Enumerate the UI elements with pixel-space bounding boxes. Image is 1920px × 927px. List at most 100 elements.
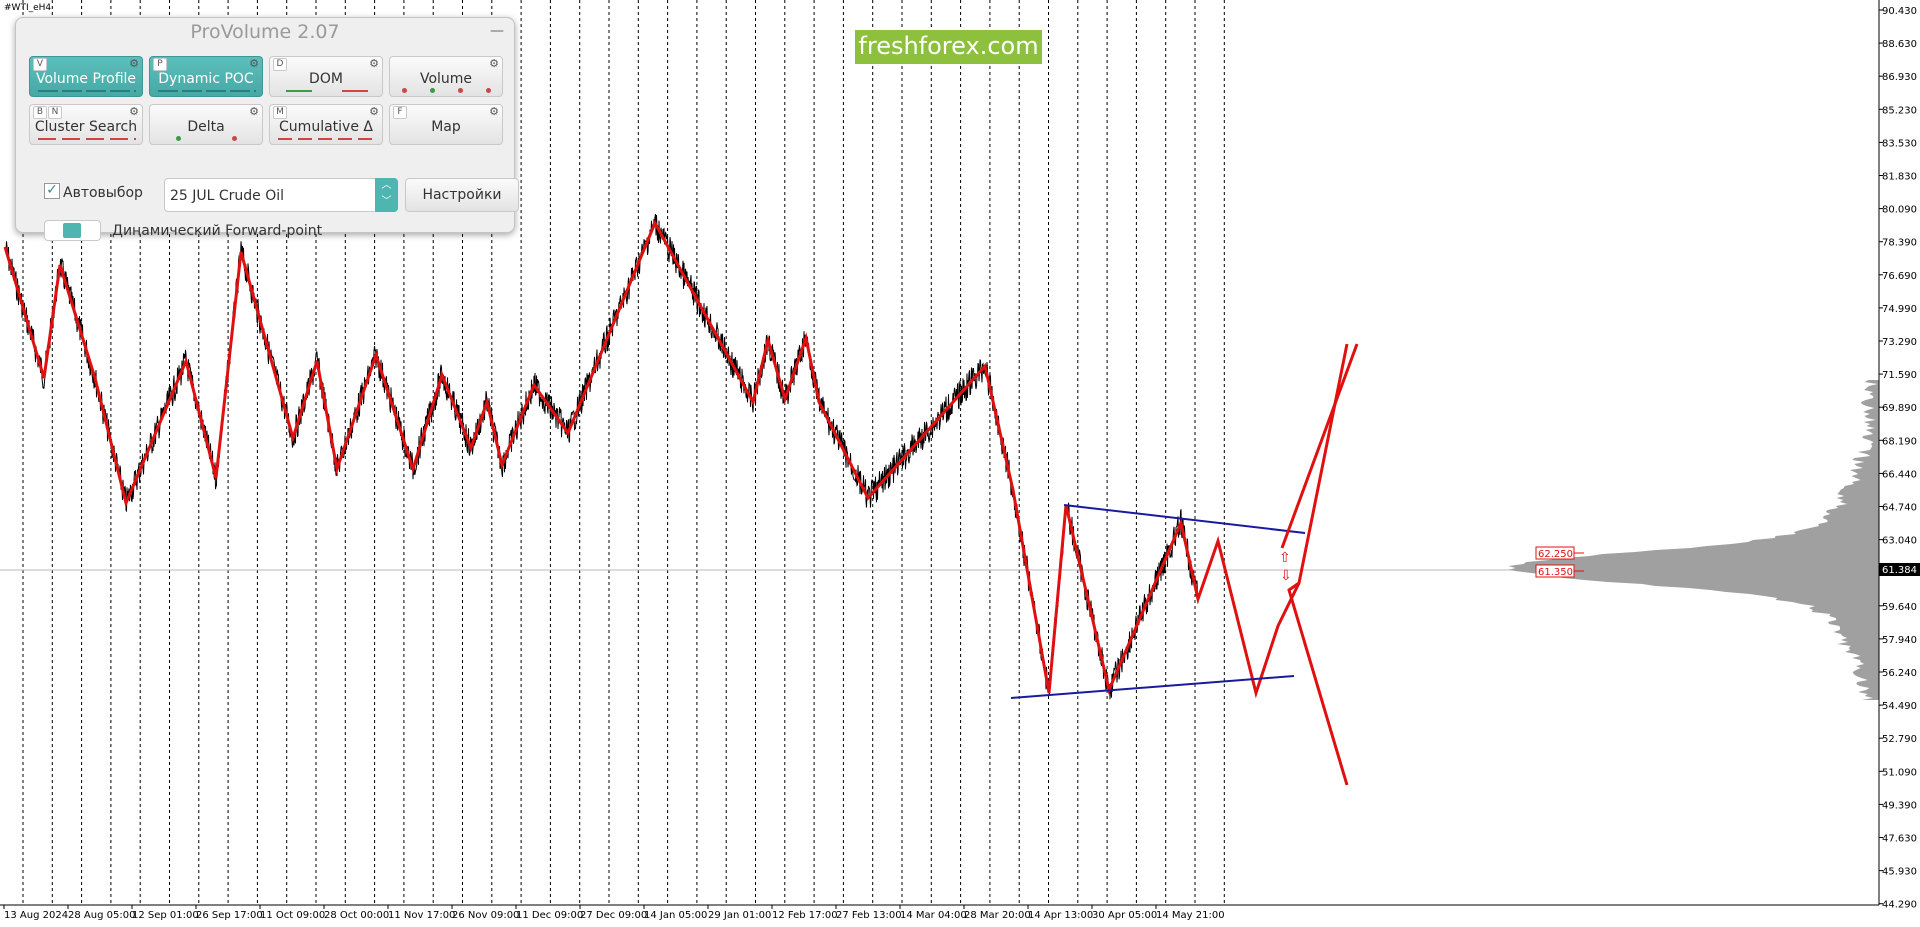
button-label: Cluster Search xyxy=(34,119,138,135)
button-label: Volume xyxy=(419,71,473,87)
freshforex-logo: freshforex.com xyxy=(855,30,1042,64)
time-tick-label: 26 Nov 09:00 xyxy=(452,910,519,921)
price-tick-label: 66.440 xyxy=(1882,469,1917,480)
indicator-dot xyxy=(486,88,491,93)
hotkey-badge: D xyxy=(273,58,287,71)
time-tick-label: 28 Oct 00:00 xyxy=(324,910,389,921)
cumulative-delta-button[interactable]: M ⚙ Cumulative Δ xyxy=(269,104,383,145)
time-tick-label: 27 Dec 09:00 xyxy=(580,910,647,921)
price-tick-label: 78.390 xyxy=(1882,238,1917,249)
price-tick-label: 56.240 xyxy=(1882,668,1917,679)
autoselect-checkbox[interactable]: ✓ xyxy=(44,183,60,199)
forecast-down-path xyxy=(1287,581,1349,786)
indicator-dot xyxy=(458,88,463,93)
forward-point-label: Динамический Forward-point xyxy=(112,223,323,239)
price-tick-label: 83.530 xyxy=(1882,138,1917,149)
volume-button[interactable]: ⚙ Volume xyxy=(389,56,503,97)
spinner-icon[interactable]: ︿ ﹀ xyxy=(375,178,398,212)
price-tick-label: 52.790 xyxy=(1882,734,1917,745)
instrument-value: 25 JUL Crude Oil xyxy=(170,188,285,204)
hotkey-badge: P xyxy=(153,58,167,71)
gear-icon[interactable]: ⚙ xyxy=(489,105,499,118)
price-tick-label: 64.740 xyxy=(1882,503,1917,514)
level-label-lower: 61.350 xyxy=(1535,564,1584,578)
price-tick-label: 86.930 xyxy=(1882,72,1917,83)
indicator-bar xyxy=(38,90,136,92)
time-tick-label: 28 Aug 05:00 xyxy=(68,910,135,921)
hotkey-badge: B xyxy=(33,106,47,119)
gear-icon[interactable]: ⚙ xyxy=(489,57,499,70)
gear-icon[interactable]: ⚙ xyxy=(129,57,139,70)
toggle-knob xyxy=(63,223,81,238)
hotkey-badge: V xyxy=(33,58,47,71)
price-tick-label: 88.630 xyxy=(1882,39,1917,50)
indicator-dot xyxy=(402,88,407,93)
map-button[interactable]: F ⚙ Map xyxy=(389,104,503,145)
indicator-dot xyxy=(232,136,237,141)
indicator-bar xyxy=(342,90,368,92)
delta-button[interactable]: ⚙ Delta xyxy=(149,104,263,145)
price-tick-label: 47.630 xyxy=(1882,834,1917,845)
symbol-label: #WTI_eH4 xyxy=(4,3,52,13)
gear-icon[interactable]: ⚙ xyxy=(249,57,259,70)
dom-button[interactable]: D ⚙ DOM xyxy=(269,56,383,97)
time-tick-label: 27 Feb 13:00 xyxy=(836,910,902,921)
time-tick-label: 26 Sep 17:00 xyxy=(196,910,263,921)
button-label: Volume Profile xyxy=(35,71,137,87)
forward-point-toggle[interactable] xyxy=(44,220,101,241)
level-label-upper: 62.250 xyxy=(1535,546,1584,560)
time-tick-label: 13 Aug 2024 xyxy=(4,910,68,921)
panel-title: ProVolume 2.07 xyxy=(190,21,340,43)
current-price-label: 61.384 xyxy=(1882,565,1917,576)
time-tick-label: 11 Oct 09:00 xyxy=(260,910,325,921)
price-tick-label: 54.490 xyxy=(1882,701,1917,712)
hotkey-badge: N xyxy=(48,106,62,119)
dynamic-poc-button[interactable]: P ⚙ Dynamic POC xyxy=(149,56,263,97)
time-tick-label: 14 Jan 05:00 xyxy=(644,910,707,921)
button-label: Map xyxy=(431,119,461,135)
current-price-box xyxy=(1879,563,1920,576)
forecast-up-path xyxy=(1280,343,1359,549)
price-tick-label: 90.430 xyxy=(1882,6,1917,17)
period-separators xyxy=(22,0,1225,905)
autoselect-label: Автовыбор xyxy=(63,185,143,201)
button-label: Cumulative Δ xyxy=(279,119,373,135)
gear-icon[interactable]: ⚙ xyxy=(249,105,259,118)
arrow-down-marker: ⇩ xyxy=(1280,568,1292,584)
button-label: Dynamic POC xyxy=(158,71,254,87)
gear-icon[interactable]: ⚙ xyxy=(129,105,139,118)
svg-text:61.350: 61.350 xyxy=(1538,567,1573,578)
price-tick-label: 57.940 xyxy=(1882,635,1917,646)
price-tick-label: 81.830 xyxy=(1882,172,1917,183)
price-tick-label: 71.590 xyxy=(1882,370,1917,381)
triangle-upper-line xyxy=(1063,504,1306,534)
indicator-dot xyxy=(430,88,435,93)
button-label: Delta xyxy=(187,119,225,135)
provolume-panel: ProVolume 2.07 — V ⚙ Volume Profile P ⚙ … xyxy=(15,17,519,241)
price-tick-label: 44.290 xyxy=(1882,900,1917,911)
price-tick-label: 69.890 xyxy=(1882,403,1917,414)
indicator-bar xyxy=(286,90,312,92)
arrow-up-marker: ⇧ xyxy=(1279,550,1291,566)
time-tick-label: 29 Jan 01:00 xyxy=(708,910,771,921)
indicator-bar xyxy=(38,138,136,140)
minimize-icon[interactable]: — xyxy=(490,23,504,39)
gear-icon[interactable]: ⚙ xyxy=(369,105,379,118)
time-tick-label: 11 Dec 09:00 xyxy=(516,910,583,921)
price-axis[interactable]: 90.430 88.630 86.930 85.230 83.530 81.830 80.0… xyxy=(1879,6,1917,911)
gear-icon[interactable]: ⚙ xyxy=(369,57,379,70)
price-tick-label: 59.640 xyxy=(1882,602,1917,613)
triangle-lower-line xyxy=(1010,675,1295,699)
hotkey-badge: F xyxy=(393,106,407,119)
indicator-bar xyxy=(278,138,376,140)
volume-profile-button[interactable]: V ⚙ Volume Profile xyxy=(29,56,143,97)
svg-text:62.250: 62.250 xyxy=(1538,549,1573,560)
zigzag-history xyxy=(3,219,1349,699)
cluster-search-button[interactable]: B N ⚙ Cluster Search xyxy=(29,104,143,145)
settings-button[interactable]: Настройки xyxy=(405,178,519,212)
hotkey-badge: M xyxy=(273,106,287,119)
price-tick-label: 45.930 xyxy=(1882,867,1917,878)
instrument-select[interactable]: 25 JUL Crude Oil ︿ ﹀ xyxy=(164,178,398,212)
